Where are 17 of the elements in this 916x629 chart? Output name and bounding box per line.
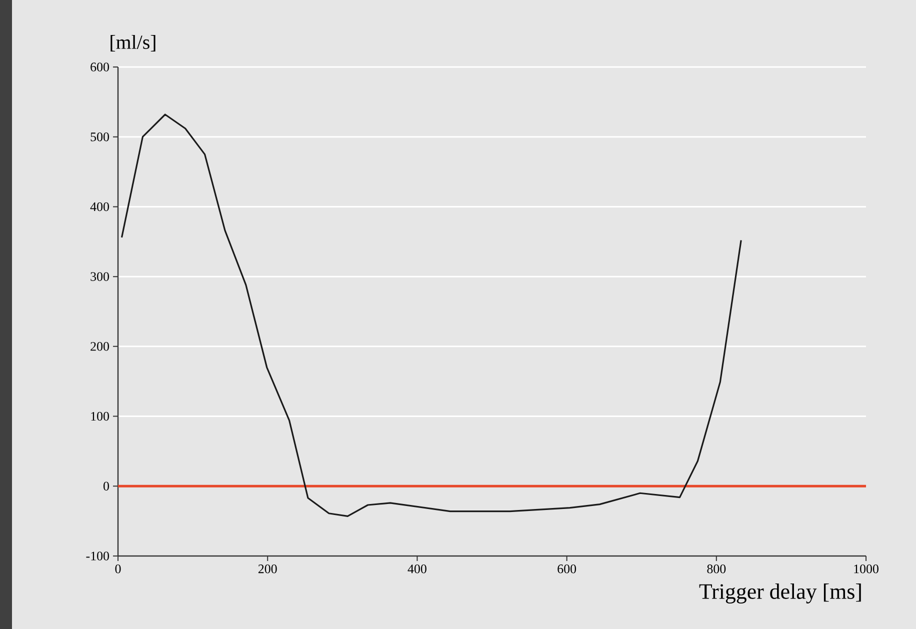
x-axis-title: Trigger delay [ms]	[699, 584, 861, 604]
y-tick-label: 400	[90, 202, 109, 212]
y-tick-label: 300	[90, 272, 109, 281]
y-tick-label: 200	[90, 342, 109, 351]
x-tick-label: 200	[258, 564, 277, 574]
x-tick-label: 800	[707, 564, 726, 574]
x-tick-label: 400	[408, 564, 426, 574]
y-tick-label: 500	[90, 132, 109, 142]
x-tick-label: 1000	[854, 564, 878, 574]
y-tick-label: 100	[91, 412, 109, 421]
y-tick-label: 0	[104, 482, 109, 491]
y-axis-title: [ml/s]	[110, 34, 156, 52]
y-tick-label: 600	[90, 62, 109, 72]
y-tick-label: -100	[86, 552, 109, 560]
x-tick-label: 0	[115, 564, 121, 574]
line-series	[120, 114, 742, 517]
x-tick-label: 600	[558, 564, 576, 574]
